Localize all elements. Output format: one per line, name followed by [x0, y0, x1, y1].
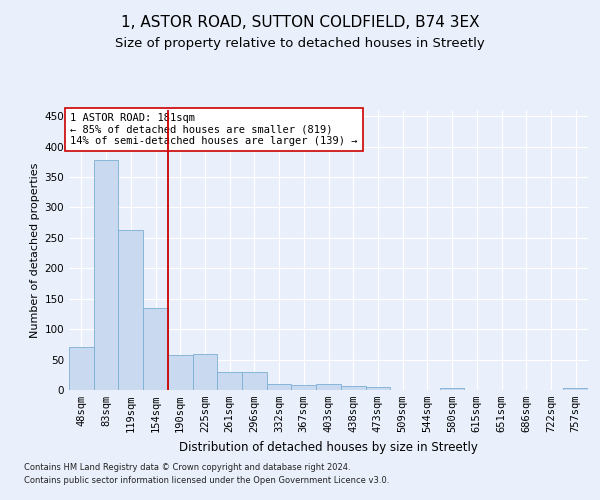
Text: Contains public sector information licensed under the Open Government Licence v3: Contains public sector information licen… [24, 476, 389, 485]
Bar [563, 388, 588, 390]
Bar [267, 384, 292, 390]
Bar [193, 354, 217, 390]
Text: 1 ASTOR ROAD: 181sqm
← 85% of detached houses are smaller (819)
14% of semi-deta: 1 ASTOR ROAD: 181sqm ← 85% of detached h… [70, 113, 358, 146]
Bar [292, 385, 316, 390]
Bar [242, 372, 267, 390]
Bar [365, 387, 390, 390]
Bar [440, 388, 464, 390]
Text: Contains HM Land Registry data © Crown copyright and database right 2024.: Contains HM Land Registry data © Crown c… [24, 462, 350, 471]
Bar [316, 384, 341, 390]
Bar [143, 308, 168, 390]
Bar [217, 372, 242, 390]
Y-axis label: Number of detached properties: Number of detached properties [30, 162, 40, 338]
X-axis label: Distribution of detached houses by size in Streetly: Distribution of detached houses by size … [179, 440, 478, 454]
Bar [118, 230, 143, 390]
Bar [69, 348, 94, 390]
Text: 1, ASTOR ROAD, SUTTON COLDFIELD, B74 3EX: 1, ASTOR ROAD, SUTTON COLDFIELD, B74 3EX [121, 15, 479, 30]
Bar [341, 386, 365, 390]
Bar [168, 354, 193, 390]
Bar [94, 160, 118, 390]
Text: Size of property relative to detached houses in Streetly: Size of property relative to detached ho… [115, 38, 485, 51]
